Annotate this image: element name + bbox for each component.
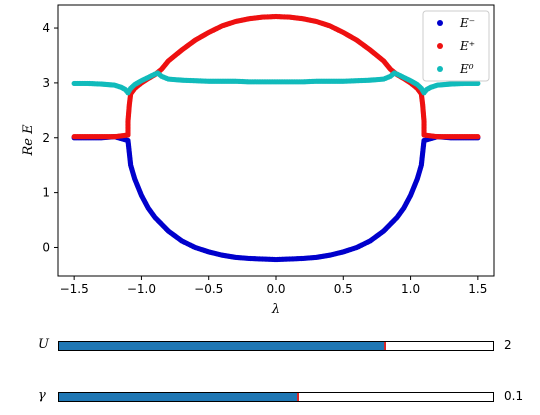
y-axis: 0 1 2 3 4 [42,21,58,254]
x-tick-label: 1.0 [401,282,420,296]
y-tick-label: 2 [42,131,50,145]
y-tick-label: 4 [42,21,50,35]
legend-marker-e-plus [437,43,443,49]
x-tick-label: −0.5 [194,282,223,296]
x-tick-label: 0.0 [266,282,285,296]
u-slider-value: 2 [504,338,512,352]
gamma-slider-handle[interactable] [296,393,299,401]
x-axis-label: λ [271,302,280,317]
scatter-chart: −1.5 −1.0 −0.5 0.0 0.5 1.0 1.5 0 1 2 3 4 λ Re E E⁻… [21,4,495,317]
data-point [475,134,481,140]
u-slider-label: U [38,337,49,352]
gamma-slider-label: γ [38,388,46,403]
u-slider-handle[interactable] [383,342,386,350]
data-points-layer [71,13,481,263]
y-axis-label: Re E [21,124,36,157]
gamma-slider-fill [59,393,298,401]
y-tick-label: 1 [42,186,50,200]
y-tick-label: 0 [42,240,50,254]
x-axis: −1.5 −1.0 −0.5 0.0 0.5 1.0 1.5 [60,276,487,296]
x-tick-label: 1.5 [468,282,487,296]
legend-label-e-minus: E⁻ [459,16,475,30]
x-tick-label: −1.0 [127,282,156,296]
u-slider-fill [59,342,385,350]
series-e-zero [71,70,481,96]
legend-marker-e-zero [437,66,443,72]
plot-area [58,5,494,276]
legend: E⁻ E⁺ E⁰ [422,10,490,82]
gamma-slider[interactable] [58,392,494,402]
legend-label-e-plus: E⁺ [459,39,475,53]
u-slider[interactable] [58,341,494,351]
x-tick-label: −1.5 [60,282,89,296]
y-tick-label: 3 [42,76,50,90]
x-tick-label: 0.5 [334,282,353,296]
legend-label-e-zero: E⁰ [459,62,474,76]
data-point [475,80,481,87]
gamma-slider-value: 0.1 [504,389,524,403]
legend-box [422,10,490,82]
legend-marker-e-minus [437,20,443,26]
